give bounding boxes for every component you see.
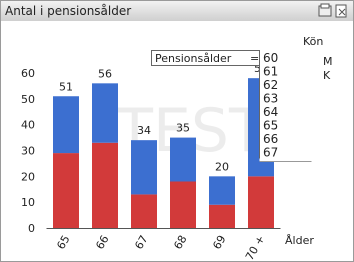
option[interactable]: 60 [263,51,278,65]
option[interactable]: 67 [263,146,278,160]
x-tick-label: 70 + [243,233,268,261]
x-axis-label: Ålder [285,234,314,247]
bar-segment [170,181,196,228]
y-tick-label: 20 [21,170,35,183]
bar-segment [92,83,118,143]
search-operator: = [250,52,259,65]
bar-segment [131,194,157,228]
title-bar [1,1,353,21]
bar-segment [53,96,79,154]
y-tick-label: 0 [28,222,35,235]
option[interactable]: 64 [263,105,278,119]
y-tick-label: 50 [21,93,35,106]
option[interactable]: 62 [263,78,278,92]
x-tick-label: 66 [93,233,111,252]
y-tick-label: 40 [21,119,35,132]
option[interactable]: 65 [263,119,278,133]
x-tick-label: 67 [132,233,150,252]
bar-segment [209,204,235,228]
option[interactable]: 61 [263,65,278,79]
export-icon[interactable] [335,4,347,18]
bar-segment [170,137,196,182]
legend-title: Kön [303,35,323,48]
y-tick-label: 60 [21,67,35,80]
y-tick-label: 10 [21,196,35,209]
print-icon[interactable] [318,3,332,17]
option-list [259,50,312,162]
x-tick-label: 69 [210,233,228,252]
bar-segment [209,176,235,205]
y-tick-label: 30 [21,145,35,158]
total-label: 56 [98,67,112,80]
bar-segment [248,176,274,228]
legend-label: M [323,55,333,68]
x-tick-label: 65 [54,233,72,252]
total-label: 35 [176,122,190,135]
window-title: Antal i pensionsålder [5,4,131,18]
bar-segment [131,140,157,195]
bar-segment [53,153,79,228]
total-label: 34 [137,124,151,137]
bar-segment [92,142,118,228]
search-field: Pensionsålder [155,52,232,65]
total-label: 20 [215,160,229,173]
option[interactable]: 63 [263,92,278,106]
option[interactable]: 66 [263,132,278,146]
x-tick-label: 68 [171,233,189,252]
legend-label: K [323,69,331,82]
total-label: 51 [59,80,73,93]
